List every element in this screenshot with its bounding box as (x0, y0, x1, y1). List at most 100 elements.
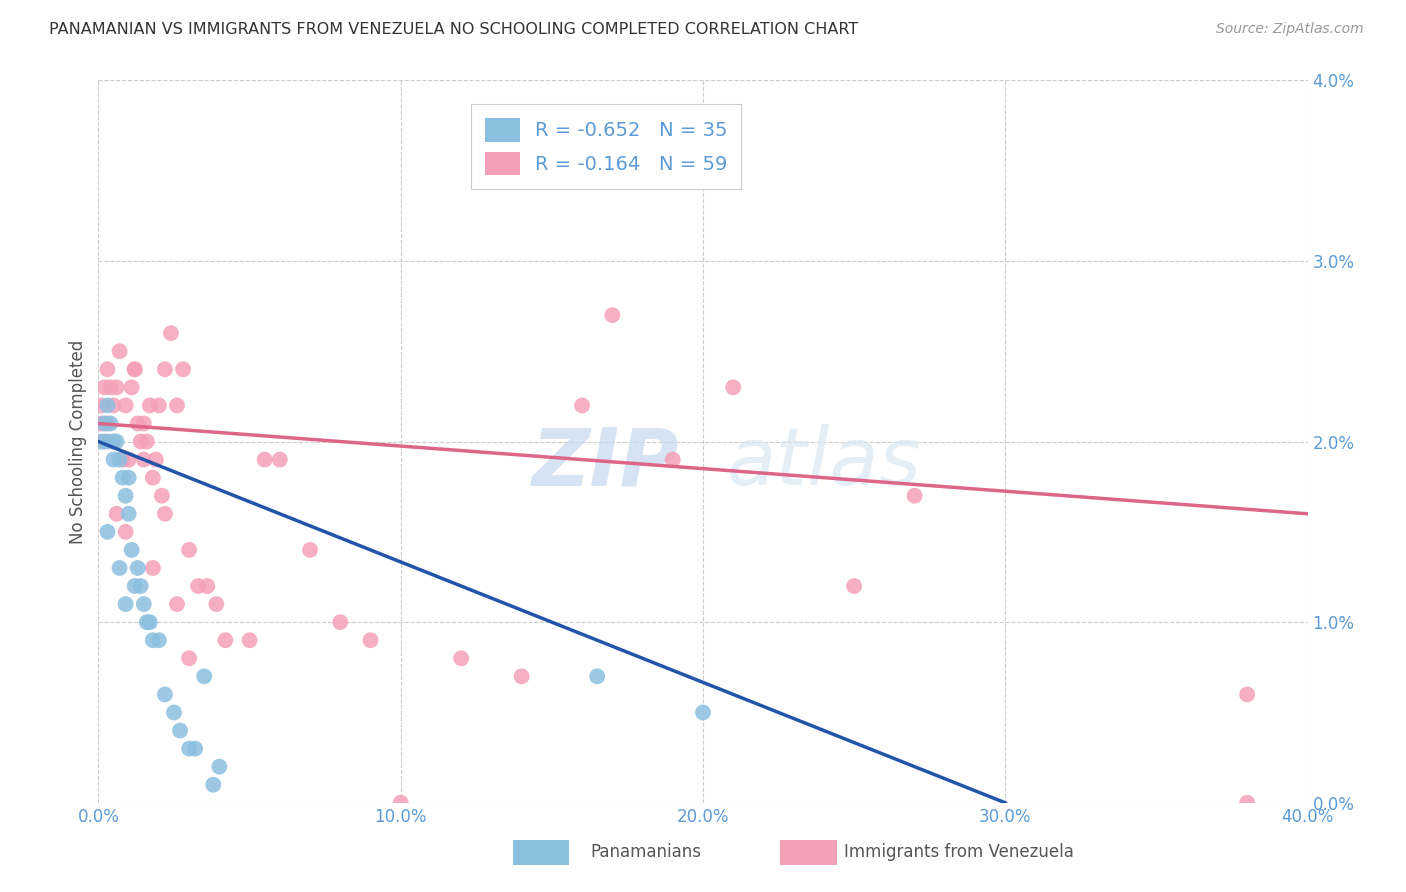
Point (184, 741, 207, 756)
Point (160, 326, 183, 340)
Point (153, 507, 176, 521)
Point (90, 398, 112, 412)
Text: ZIP: ZIP (531, 425, 679, 502)
Point (118, 507, 141, 521)
Point (450, 651, 472, 665)
Point (193, 669, 215, 683)
Point (586, 669, 609, 683)
Text: Source: ZipAtlas.com: Source: ZipAtlas.com (1216, 22, 1364, 37)
Point (114, 597, 136, 611)
Point (124, 362, 146, 376)
Point (172, 362, 194, 376)
Point (103, 452, 125, 467)
Point (602, 308, 624, 322)
Point (96, 524, 118, 539)
Point (118, 471, 141, 485)
Point (299, 542, 322, 557)
Point (96, 434, 118, 449)
Point (389, 796, 412, 810)
Point (103, 434, 125, 449)
Point (96, 362, 118, 376)
Point (114, 398, 136, 412)
Point (127, 561, 149, 575)
Point (105, 507, 128, 521)
Point (145, 452, 167, 467)
Point (692, 706, 714, 720)
Point (108, 452, 131, 467)
Point (135, 434, 157, 449)
Point (179, 741, 201, 756)
Text: atlas: atlas (727, 425, 922, 502)
Point (93, 417, 115, 431)
Point (90, 417, 112, 431)
Point (132, 597, 155, 611)
Point (510, 669, 533, 683)
Point (163, 706, 186, 720)
Point (121, 380, 143, 394)
Point (1236, 796, 1258, 810)
Y-axis label: No Schooling Completed: No Schooling Completed (69, 340, 87, 543)
Point (329, 615, 352, 630)
Point (118, 452, 141, 467)
Point (202, 778, 225, 792)
Text: PANAMANIAN VS IMMIGRANTS FROM VENEZUELA NO SCHOOLING COMPLETED CORRELATION CHART: PANAMANIAN VS IMMIGRANTS FROM VENEZUELA … (49, 22, 859, 37)
Point (108, 344, 131, 359)
Point (142, 471, 165, 485)
Point (195, 579, 218, 593)
Point (135, 615, 157, 630)
Point (187, 579, 209, 593)
Point (239, 633, 262, 648)
Legend: R = -0.652   N = 35, R = -0.164   N = 59: R = -0.652 N = 35, R = -0.164 N = 59 (471, 104, 741, 189)
Point (103, 398, 125, 412)
Point (100, 380, 122, 394)
Point (114, 524, 136, 539)
Point (93, 380, 115, 394)
Point (139, 615, 162, 630)
Text: Immigrants from Venezuela: Immigrants from Venezuela (844, 843, 1073, 861)
Point (723, 380, 745, 394)
Point (127, 417, 149, 431)
Point (111, 471, 134, 485)
Point (105, 434, 128, 449)
Point (148, 398, 170, 412)
Point (96, 398, 118, 412)
Point (96, 417, 118, 431)
Point (111, 452, 134, 467)
Point (142, 633, 165, 648)
Point (90, 434, 112, 449)
Point (142, 561, 165, 575)
Point (108, 561, 131, 575)
Point (129, 579, 152, 593)
Point (169, 723, 191, 738)
Text: Panamanians: Panamanians (591, 843, 702, 861)
Point (205, 597, 228, 611)
Point (132, 452, 155, 467)
Point (153, 687, 176, 701)
Point (179, 651, 201, 665)
Point (179, 542, 201, 557)
Point (904, 489, 927, 503)
Point (100, 417, 122, 431)
Point (153, 362, 176, 376)
Point (360, 633, 382, 648)
Point (114, 489, 136, 503)
Point (844, 579, 866, 593)
Point (139, 398, 162, 412)
Point (253, 452, 276, 467)
Point (166, 398, 188, 412)
Point (208, 760, 231, 774)
Point (214, 633, 236, 648)
Point (124, 362, 146, 376)
Point (93, 434, 115, 449)
Point (121, 542, 143, 557)
Point (148, 633, 170, 648)
Point (571, 398, 593, 412)
Point (132, 417, 155, 431)
Point (129, 434, 152, 449)
Point (150, 489, 173, 503)
Point (105, 380, 128, 394)
Point (124, 579, 146, 593)
Point (1236, 687, 1258, 701)
Point (269, 452, 291, 467)
Point (661, 452, 683, 467)
